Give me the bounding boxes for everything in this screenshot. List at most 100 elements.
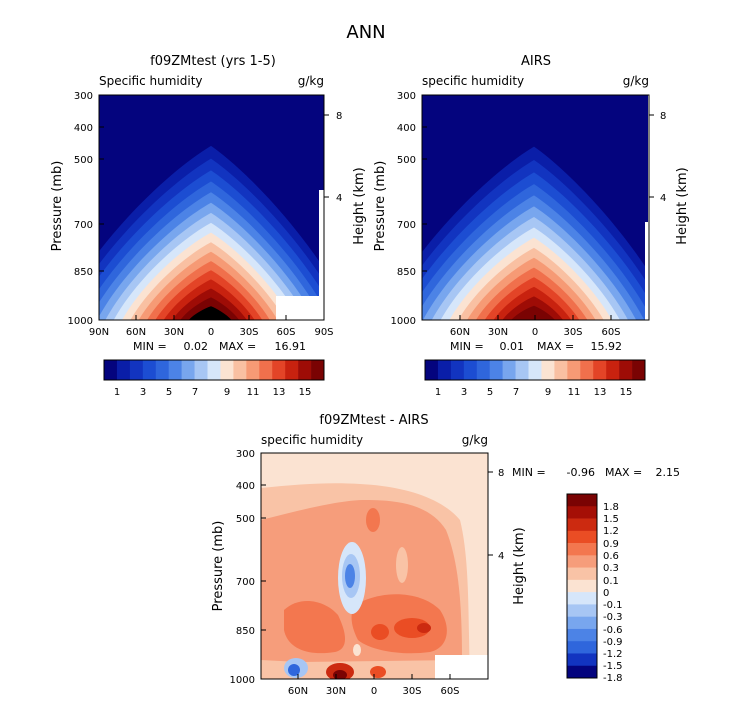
y-axis: 300 400 500 700 850 1000 [391, 91, 427, 327]
colorbar-label: 15 [299, 387, 312, 398]
colorbar-swatch [528, 360, 542, 380]
x-tick-label: 30S [402, 686, 421, 697]
units-label: g/kg [298, 74, 324, 88]
missing-data-region [435, 655, 488, 679]
colorbar-swatch [285, 360, 299, 380]
x-tick-label: 90S [314, 327, 333, 338]
colorbar-swatch [272, 360, 286, 380]
height-tick-label: 4 [660, 193, 666, 204]
y-tick-label: 400 [74, 123, 93, 134]
colorbar-swatch [116, 360, 131, 380]
colorbar-label: -0.6 [603, 625, 623, 636]
colorbar-swatch [567, 360, 581, 380]
height-tick-label: 8 [336, 111, 342, 122]
colorbar-swatch [425, 360, 439, 380]
min-value: -0.96 [567, 466, 595, 479]
panel-obs: AIRS specific humidity g/kg 300 400 500 … [373, 54, 690, 398]
colorbar-swatch [619, 360, 633, 380]
colorbar-label: 1.5 [603, 514, 619, 525]
y-axis-title: Pressure (mb) [373, 161, 388, 252]
colorbar-label: 15 [620, 387, 633, 398]
x-tick-label: 30N [326, 686, 346, 697]
colorbar-swatch [567, 665, 597, 679]
x-tick-label: 60S [440, 686, 459, 697]
colorbar-swatch [476, 360, 491, 380]
colorbar-label: 0 [603, 588, 609, 599]
y-tick-label: 300 [74, 91, 93, 102]
colorbar-swatch [220, 360, 234, 380]
colorbar-label: -0.9 [603, 637, 623, 648]
x-tick-label: 60N [288, 686, 308, 697]
y-axis: 300 400 500 700 850 1000 [230, 449, 266, 686]
colorbar-swatch [142, 360, 157, 380]
colorbar-swatch [606, 360, 620, 380]
colorbar-swatch [104, 360, 118, 380]
max-label: MAX = [537, 340, 574, 353]
x-tick-label: 0 [532, 327, 538, 338]
colorbar-label: 1.2 [603, 526, 619, 537]
max-label: MAX = [219, 340, 256, 353]
colorbar-swatch [168, 360, 182, 380]
height-tick-label: 8 [498, 468, 504, 479]
diff-contour [396, 547, 408, 583]
colorbar-labels: 1.8 1.5 1.2 0.9 0.6 0.3 0.1 0 -0.1 -0.3 … [603, 502, 623, 684]
x-tick-label: 0 [371, 686, 377, 697]
variable-label: specific humidity [261, 433, 363, 447]
y-tick-label: 300 [236, 449, 255, 460]
height-tick-label: 8 [660, 111, 666, 122]
colorbar-swatch [567, 628, 597, 642]
page-title: ANN [346, 22, 385, 43]
colorbar-swatch [246, 360, 260, 380]
colorbar-label: 1 [435, 387, 441, 398]
y-tick-label: 850 [74, 267, 93, 278]
diff-contour [394, 618, 430, 638]
contour-layers [99, 95, 324, 320]
colorbar-label: 1.8 [603, 502, 619, 513]
colorbar-label: -1.5 [603, 661, 623, 672]
y-tick-label: 400 [397, 123, 416, 134]
max-label: MAX = [605, 466, 642, 479]
height-axis-title: Height (km) [675, 167, 690, 244]
colorbar-label: -0.3 [603, 612, 623, 623]
colorbar-swatch [489, 360, 503, 380]
min-value: 0.01 [500, 340, 525, 353]
colorbar-swatch [567, 604, 597, 617]
x-tick-label: 60N [126, 327, 146, 338]
colorbar-label: -0.1 [603, 600, 623, 611]
diff-contour [345, 564, 355, 588]
x-tick-label: 60S [276, 327, 295, 338]
x-axis: 60N 30N 0 30S 60S [288, 674, 460, 697]
colorbar-label: 0.9 [603, 539, 619, 550]
max-value: 16.91 [275, 340, 307, 353]
height-tick-label: 4 [498, 551, 504, 562]
colorbar-swatch [298, 360, 312, 380]
panel-title: f09ZMtest - AIRS [319, 413, 428, 428]
panel-difference: f09ZMtest - AIRS specific humidity g/kg [211, 413, 680, 697]
colorbar-swatch [567, 616, 597, 630]
diff-contour [417, 623, 431, 633]
x-tick-label: 30N [164, 327, 184, 338]
diff-contour [353, 644, 361, 656]
colorbar-label: 11 [568, 387, 581, 398]
colorbar-label: 5 [487, 387, 493, 398]
diff-contour [284, 600, 346, 654]
missing-data-region [276, 296, 324, 320]
x-tick-label: 0 [208, 327, 214, 338]
y-tick-label: 850 [397, 267, 416, 278]
colorbar-swatch [593, 360, 607, 380]
colorbar-label: -1.2 [603, 649, 623, 660]
variable-label: specific humidity [422, 74, 524, 88]
colorbar-swatch [567, 641, 597, 654]
y-axis: 300 400 500 700 850 1000 [68, 91, 104, 327]
x-tick-label: 60S [601, 327, 620, 338]
colorbar-swatch [567, 555, 597, 568]
min-label: MIN = [133, 340, 167, 353]
colorbar-swatch [567, 543, 597, 556]
colorbar-label: 0.3 [603, 563, 619, 574]
x-axis: 60N 30N 0 30S 60S [450, 315, 621, 338]
y-axis-title: Pressure (mb) [50, 161, 65, 252]
y-tick-label: 700 [74, 220, 93, 231]
height-tick-label: 4 [336, 193, 342, 204]
y-tick-label: 1000 [230, 675, 255, 686]
